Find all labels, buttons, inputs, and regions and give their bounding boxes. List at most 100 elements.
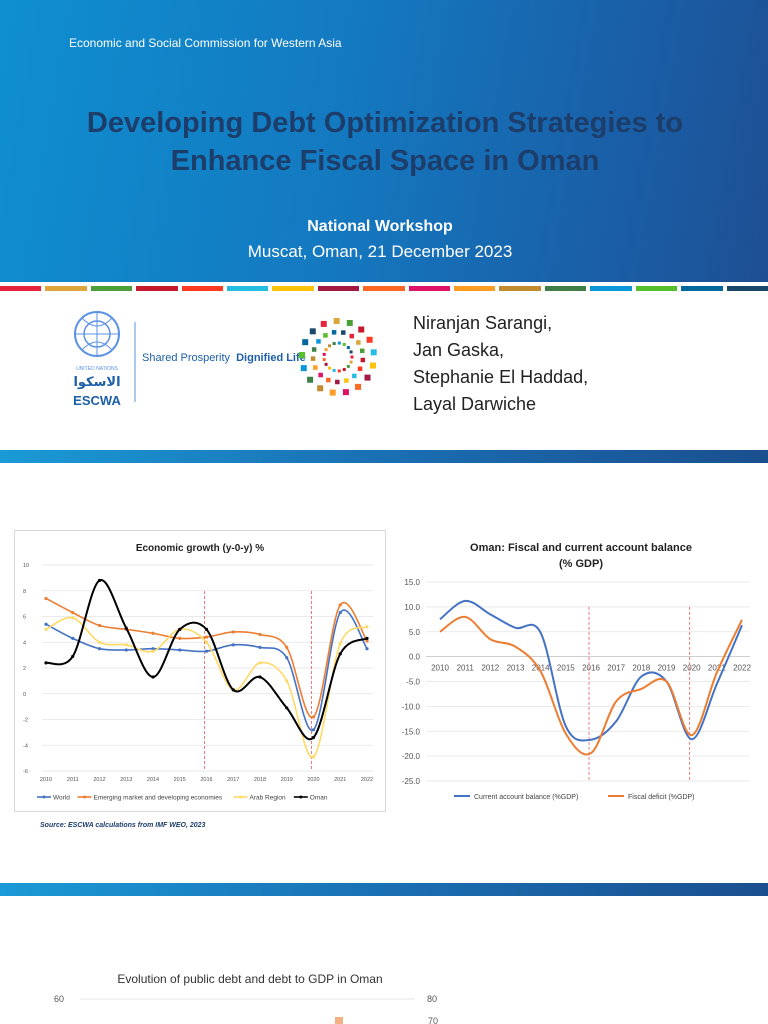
data-point [311,755,316,759]
y-tick-label: 0 [23,692,26,698]
y-tick-label: 10.0 [404,603,420,612]
sdg-wheel-dot [311,347,317,352]
y-tick-label: -6 [23,769,28,775]
sdg-wheel-dot [309,328,316,335]
tagline: Shared Prosperity Dignified Life [142,352,306,364]
sdg-wheel-dot [358,326,365,333]
sdg-wheel-dot [366,336,373,343]
right-axis-tick: 70 [428,1016,438,1024]
sdg-wheel-dot [316,339,321,344]
sdg-wheel-dot [324,362,328,366]
y-tick-label: 5.0 [409,628,421,637]
stripe-segment [499,286,541,291]
tagline-plain: Shared Prosperity [142,352,231,364]
x-tick-label: 2018 [632,664,650,673]
sdg-wheel-dot [342,389,349,396]
y-tick-label: 10 [23,563,29,569]
x-tick-label: 2020 [307,777,319,783]
data-point [71,654,75,659]
stripe-segment [408,286,451,291]
sdg-wheel-dot [328,344,332,348]
stripe-segment [681,286,723,291]
series-line [439,599,743,742]
data-point [97,578,102,583]
chart-title: (% GDP) [559,558,603,570]
data-point [124,643,128,647]
data-point [204,640,209,644]
legend-marker [239,795,242,799]
data-point [204,635,209,639]
escwa-label: ESCWA [73,393,121,408]
sdg-wheel-dot [317,385,324,392]
sdg-wheel-dot [324,348,328,352]
sdg-wheel-dot [369,362,376,369]
author-name: Jan Gaska, [413,340,505,360]
x-tick-label: 2014 [147,777,159,783]
title-slide-header: Economic and Social Commission for Weste… [0,0,768,282]
author-list: Niranjan Sarangi, Jan Gaska, Stephanie E… [413,310,588,418]
fiscal-balance-chart: Oman: Fiscal and current account balance… [402,542,752,801]
sdg-wheel-dot [320,320,327,327]
x-tick-label: 2022 [733,664,751,673]
debt-chart: 60 80 70 [54,994,438,1024]
sdg-wheel-icon [299,318,377,396]
data-point [44,661,48,665]
un-label: UNITED NATIONS [76,366,119,372]
sdg-wheel-dot [364,374,371,381]
y-tick-label: -25.0 [402,777,421,786]
sdg-wheel-dot [346,346,350,350]
presentation-title: Developing Debt Optimization Strategies … [40,104,730,180]
x-tick-label: 2021 [334,777,346,783]
data-point [231,630,235,634]
stripe-segment [635,286,678,291]
x-tick-label: 2010 [431,664,449,673]
sdg-wheel-dot [356,340,361,345]
data-point [44,622,48,626]
stripe-segment [544,286,587,291]
y-tick-label: -5.0 [406,678,420,687]
event-name: National Workshop [307,218,453,235]
data-point [204,649,209,653]
data-point [311,715,316,719]
left-axis-tick: 60 [54,994,64,1004]
data-point [338,603,342,607]
stripe-segment [726,286,768,291]
data-point [365,647,369,651]
sdg-wheel-dot [349,360,353,364]
data-point [311,735,316,740]
legend-label: Fiscal deficit (%GDP) [628,794,695,801]
sdg-wheel-dot [337,369,341,373]
data-point [151,675,155,679]
data-point [285,645,289,649]
sdg-wheel-dot [302,339,309,346]
x-tick-label: 2016 [200,777,212,783]
sdg-color-stripe [0,286,768,291]
data-point [338,641,342,646]
event-place-date: Muscat, Oman, 21 December 2023 [247,242,513,261]
data-point [97,623,102,628]
x-tick-label: 2012 [93,777,105,783]
data-point [71,636,75,640]
x-tick-label: 2018 [254,777,266,783]
arabic-label: الاسكوا [73,375,120,390]
data-point [258,675,262,679]
y-tick-label: 0.0 [409,653,421,662]
sdg-wheel-dot [333,318,340,325]
data-point [44,627,48,631]
fiscal-balance-chart-panel: Oman: Fiscal and current account balance… [396,530,758,815]
section-divider-bar [0,450,768,463]
data-point [231,688,235,692]
legend-label: Emerging market and developing economies [94,795,223,802]
stripe-segment [90,286,133,291]
sdg-wheel-dot [342,368,346,372]
legend-marker [299,795,303,799]
x-tick-label: 2014 [532,664,550,673]
data-point [258,645,262,649]
sdg-wheel-dot [346,319,353,326]
sdg-wheel-dot [331,330,337,335]
y-tick-label: 4 [23,640,26,646]
sdg-wheel-dot [332,368,336,372]
data-point [231,643,235,647]
debt-chart-title: Evolution of public debt and debt to GDP… [117,972,383,986]
sdg-wheel-dot [352,373,357,379]
